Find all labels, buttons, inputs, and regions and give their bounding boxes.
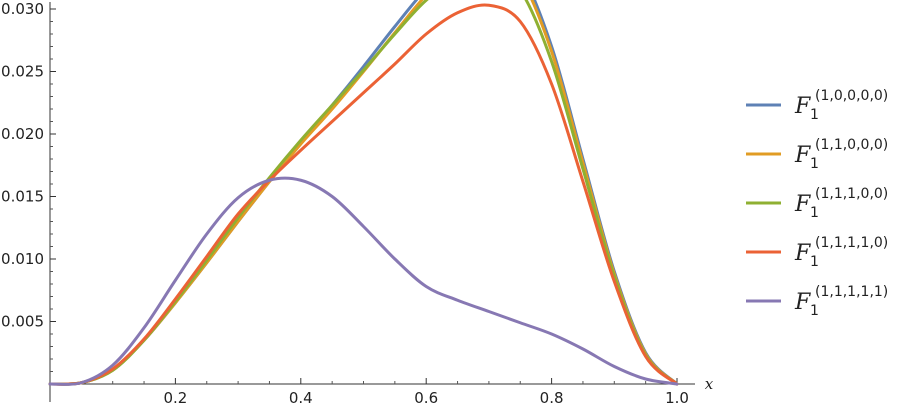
- legend-label-superscript: (1,1,1,1,0): [815, 235, 888, 251]
- y-tick-label: 0.030: [1, 0, 44, 18]
- legend-item: F 1 (1,1,1,0,0): [746, 186, 888, 221]
- legend-label-base: F: [794, 94, 811, 119]
- x-tick-label: 0.8: [540, 389, 564, 407]
- legend-label-base: F: [794, 241, 811, 266]
- legend-label-base: F: [794, 290, 811, 315]
- legend: F 1(1,0,0,0,0)F 1(1,1,0,0,0)F 1(1,1,1,0,0)F…: [746, 88, 888, 319]
- legend-label-superscript: (1,1,1,0,0): [815, 186, 888, 202]
- x-axis-label: x: [705, 375, 714, 393]
- axes: 0.2 0.4 0.6 0.8 1.0 x 0.005 0.010 0.015 0.020 0.02…: [1, 0, 714, 407]
- series-line-5: [48, 176, 679, 386]
- y-tick-label: 0.020: [1, 125, 44, 143]
- legend-label-subscript: 1: [810, 205, 819, 221]
- y-tick-label: 0.005: [1, 313, 44, 331]
- legend-label-subscript: 1: [810, 303, 819, 319]
- legend-label-superscript: (1,1,1,1,1): [815, 284, 888, 300]
- legend-label-subscript: 1: [810, 156, 819, 172]
- y-tick-label: 0.015: [1, 188, 44, 206]
- legend-item: F 1 (1,1,1,1,0): [746, 235, 888, 270]
- legend-label-base: F: [794, 192, 811, 217]
- legend-item: F 1 (1,1,1,1,1): [746, 284, 888, 319]
- legend-label-subscript: 1: [810, 254, 819, 270]
- plot-area: [48, 0, 679, 386]
- legend-label-base: F: [794, 143, 811, 168]
- x-tick-label: 0.6: [414, 389, 438, 407]
- y-tick-label: 0.010: [1, 250, 44, 268]
- legend-label-superscript: (1,0,0,0,0): [815, 88, 888, 104]
- x-tick-label: 1.0: [665, 389, 689, 407]
- legend-item: F 1 (1,0,0,0,0): [746, 88, 888, 123]
- series-line-4: [48, 3, 679, 386]
- legend-label-superscript: (1,1,0,0,0): [815, 137, 888, 153]
- y-tick-label: 0.025: [1, 63, 44, 81]
- legend-label-subscript: 1: [810, 107, 819, 123]
- x-tick-label: 0.2: [163, 389, 187, 407]
- x-tick-label: 0.4: [289, 389, 313, 407]
- legend-item: F 1 (1,1,0,0,0): [746, 137, 888, 172]
